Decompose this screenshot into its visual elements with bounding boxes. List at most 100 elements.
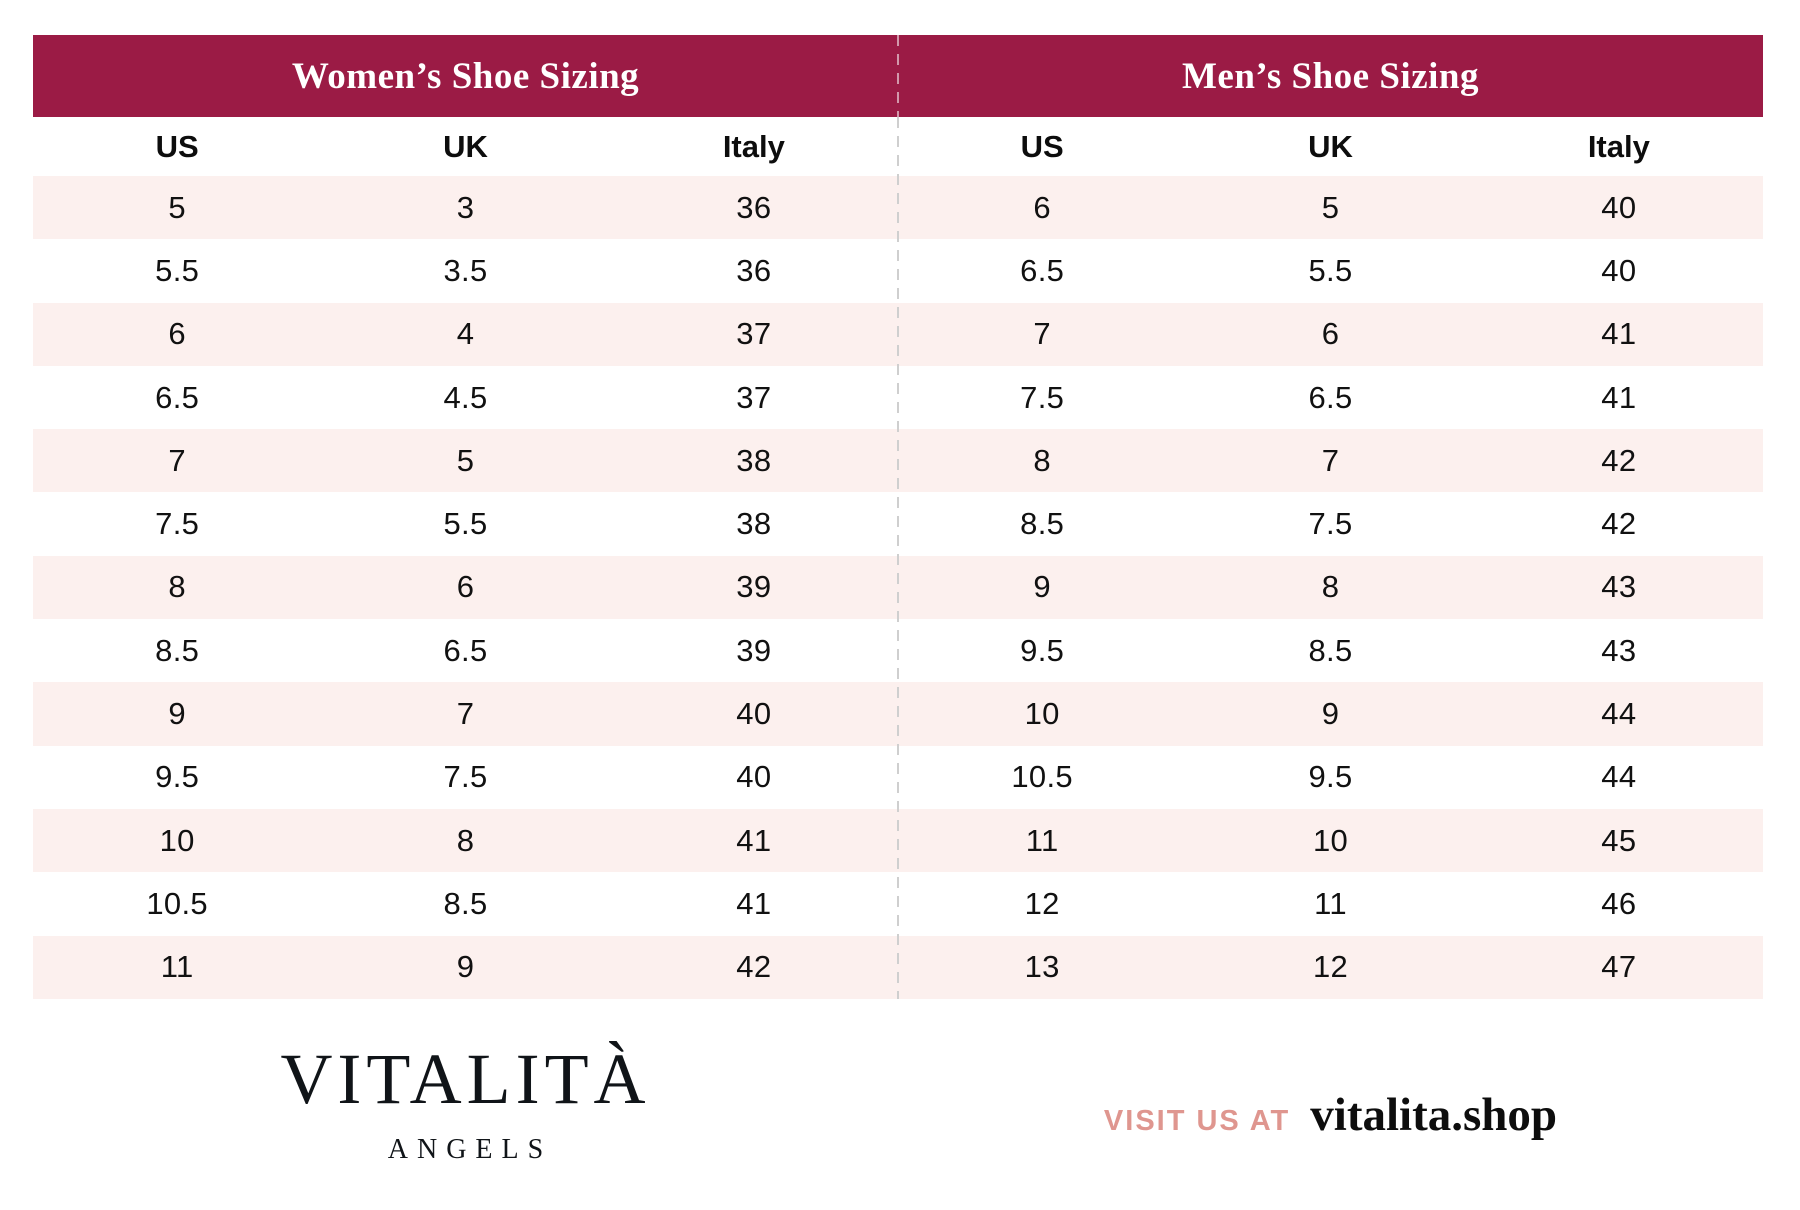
women-italy-column-header: Italy	[722, 128, 785, 164]
size-cell: 6.5	[155, 379, 200, 415]
size-cell: 10	[159, 822, 195, 858]
size-cell: 41	[1601, 379, 1637, 415]
size-cell: 6.5	[443, 632, 488, 668]
size-cell: 3	[456, 189, 475, 225]
men-us-column-header: US	[1020, 128, 1064, 164]
size-cell: 39	[736, 569, 772, 605]
table-row: 8.5 6.5 39 9.5 8.5 43	[33, 619, 1763, 683]
size-cell: 7.5	[1308, 506, 1353, 542]
size-cell: 9.5	[1308, 759, 1353, 795]
size-cell: 9.5	[155, 759, 200, 795]
size-cell: 8.5	[1020, 506, 1065, 542]
size-cell: 46	[1601, 885, 1637, 921]
size-cell: 7.5	[1020, 379, 1065, 415]
size-cell: 5.5	[443, 506, 488, 542]
women-us-column-header: US	[155, 128, 199, 164]
table-title-band: Women’s Shoe Sizing Men’s Shoe Sizing	[33, 35, 1763, 117]
size-cell: 40	[1601, 252, 1637, 288]
table-row: 8 6 39 9 8 43	[33, 555, 1763, 620]
column-header-row: US UK Italy US UK Italy	[33, 117, 1763, 176]
table-row: 6 4 37 7 6 41	[33, 302, 1763, 366]
size-cell: 6	[1321, 316, 1340, 352]
size-cell: 9.5	[1020, 632, 1065, 668]
brand-subtitle: ANGELS	[387, 1133, 553, 1165]
size-cell: 40	[1601, 189, 1637, 225]
size-cell: 6.5	[1020, 252, 1065, 288]
size-cell: 5.5	[1308, 252, 1353, 288]
size-cell: 5	[1321, 189, 1340, 225]
size-cell: 10.5	[146, 885, 208, 921]
table-row: 10 8 41 11 10 45	[33, 808, 1763, 873]
size-cell: 12	[1024, 885, 1060, 921]
shoe-sizing-table: Women’s Shoe Sizing Men’s Shoe Sizing US…	[33, 35, 1763, 999]
size-cell: 7	[168, 442, 186, 478]
table-row: 9.5 7.5 40 10.5 9.5 44	[33, 745, 1763, 809]
size-cell: 7	[456, 696, 475, 732]
size-cell: 12	[1312, 949, 1349, 985]
size-cell: 36	[736, 252, 772, 288]
size-cell: 11	[160, 949, 194, 985]
size-cell: 44	[1601, 696, 1637, 732]
size-cell: 42	[1601, 442, 1637, 478]
size-cell: 8	[456, 822, 475, 858]
size-cell: 38	[736, 506, 772, 542]
size-cell: 44	[1601, 759, 1637, 795]
size-cell: 6.5	[1308, 379, 1353, 415]
size-cell: 38	[736, 442, 772, 478]
brand-logo: VITALITÀ ANGELS	[33, 1039, 898, 1166]
size-cell: 9	[456, 949, 475, 985]
size-cell: 37	[736, 379, 772, 415]
mens-title-section: Men’s Shoe Sizing	[898, 35, 1763, 117]
size-cell: 42	[736, 949, 772, 985]
table-row: 9 7 40 10 9 44	[33, 682, 1763, 746]
size-cell: 5.5	[155, 252, 200, 288]
size-cell: 43	[1601, 632, 1637, 668]
table-row: 5 3 36 6 5 40	[33, 176, 1763, 240]
mens-table-title: Men’s Shoe Sizing	[1182, 55, 1479, 97]
size-cell: 47	[1601, 949, 1637, 985]
size-cell: 42	[1601, 506, 1637, 542]
table-row: 6.5 4.5 37 7.5 6.5 41	[33, 365, 1763, 430]
size-cell: 4	[456, 316, 475, 352]
size-cell: 7	[1321, 442, 1340, 478]
visit-us-line: VISIT US AT vitalita.shop	[898, 1088, 1763, 1142]
size-cell: 7.5	[443, 759, 488, 795]
brand-name: VITALITÀ	[280, 1039, 651, 1119]
size-cell: 6	[168, 316, 186, 352]
table-row: 5.5 3.5 36 6.5 5.5 40	[33, 239, 1763, 303]
size-cell: 41	[1601, 316, 1637, 352]
size-cell: 40	[736, 759, 772, 795]
size-cell: 5	[168, 189, 186, 225]
size-cell: 8	[1321, 569, 1340, 605]
size-cell: 37	[736, 316, 772, 352]
womens-table-title: Women’s Shoe Sizing	[291, 55, 640, 97]
size-cell: 4.5	[443, 379, 488, 415]
size-cell: 8	[1033, 442, 1051, 478]
size-cell: 9	[1033, 569, 1051, 605]
size-cell: 39	[736, 632, 772, 668]
size-cell: 5	[456, 442, 475, 478]
size-cell: 6	[456, 569, 475, 605]
size-cell: 41	[736, 822, 772, 858]
size-cell: 10	[1312, 822, 1349, 858]
table-row: 10.5 8.5 41 12 11 46	[33, 872, 1763, 936]
visit-us-label: VISIT US AT	[1103, 1105, 1291, 1137]
size-cell: 6	[1033, 189, 1051, 225]
size-cell: 41	[736, 885, 772, 921]
size-cell: 8.5	[443, 885, 488, 921]
table-rows: 5 3 36 6 5 40 5.5 3.5 36 6.5 5.5 40 6 4 37 7 6 41 6.5 4.5 37…	[33, 176, 1763, 999]
size-cell: 7.5	[155, 506, 200, 542]
size-cell: 45	[1601, 822, 1637, 858]
size-cell: 3.5	[443, 252, 488, 288]
size-cell: 8.5	[1308, 632, 1353, 668]
table-row: 11 9 42 13 12 47	[33, 935, 1763, 999]
size-cell: 10.5	[1011, 759, 1073, 795]
size-cell: 8	[168, 569, 186, 605]
women-uk-column-header: UK	[443, 128, 488, 164]
size-cell: 40	[736, 696, 772, 732]
size-cell: 13	[1024, 949, 1060, 985]
men-uk-column-header: UK	[1308, 128, 1353, 164]
men-italy-column-header: Italy	[1587, 128, 1650, 164]
size-cell: 36	[736, 189, 772, 225]
